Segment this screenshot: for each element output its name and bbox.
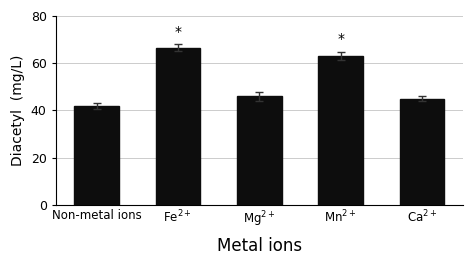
Bar (74, 106, 119, 205)
Y-axis label: Diacetyl  (mg/L): Diacetyl (mg/L) (11, 55, 25, 166)
Bar (155, 48, 201, 205)
Bar (318, 56, 363, 205)
Text: *: * (174, 24, 182, 39)
Text: *: * (337, 32, 344, 46)
Bar (237, 96, 282, 205)
Bar (400, 99, 445, 205)
X-axis label: Metal ions: Metal ions (217, 237, 302, 255)
